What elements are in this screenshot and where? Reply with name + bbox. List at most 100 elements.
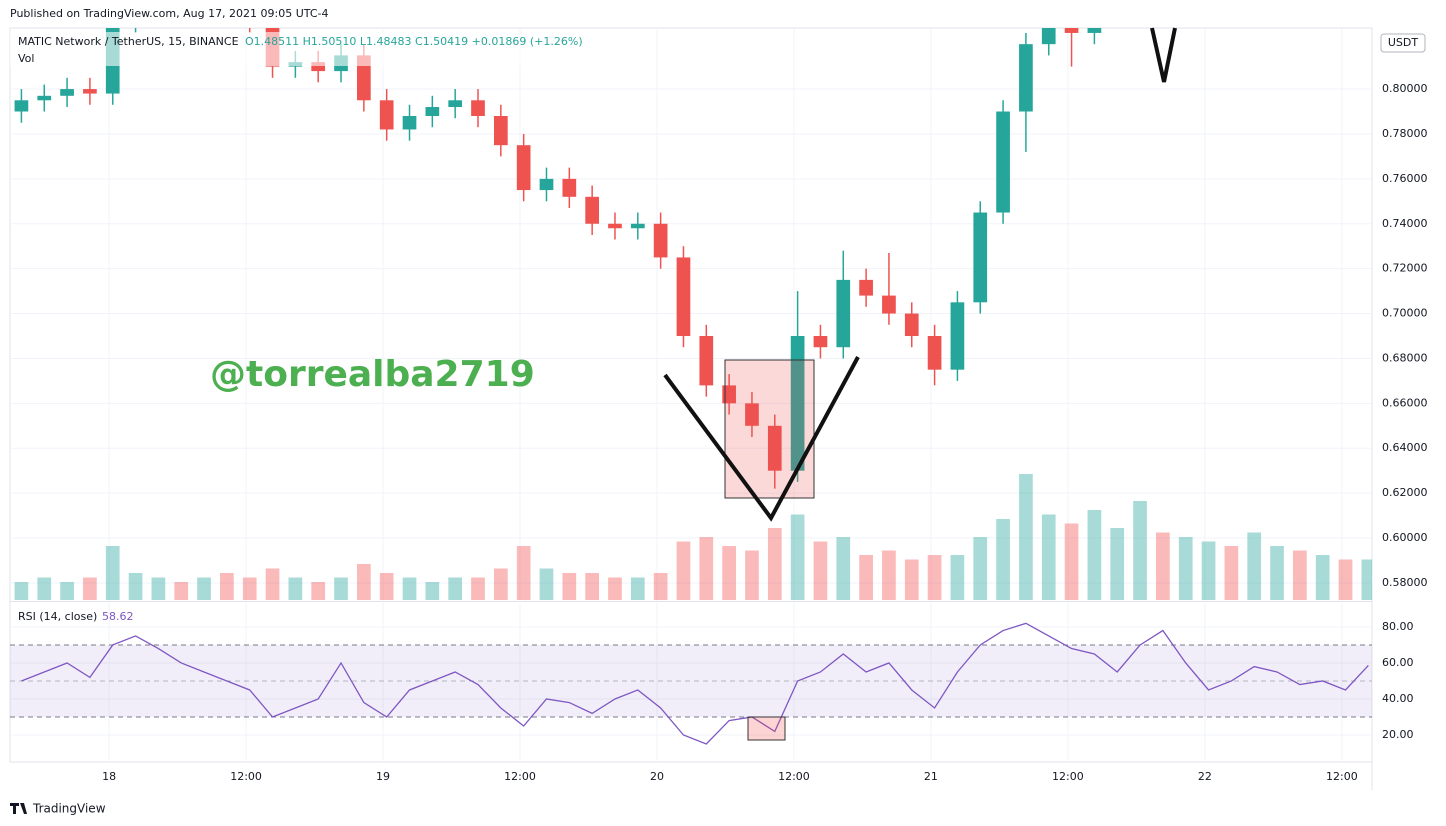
y-tick-label: 0.78000 <box>1382 127 1428 140</box>
candle-body <box>722 385 736 404</box>
candle-body <box>973 212 988 303</box>
volume-bar <box>174 582 189 600</box>
v-drawing <box>1150 27 1177 83</box>
volume-bar <box>585 573 599 600</box>
volume-bar <box>1247 532 1262 600</box>
y-tick-label: 0.74000 <box>1382 217 1428 230</box>
volume-bar <box>996 519 1010 600</box>
candle-body <box>425 107 440 116</box>
brand: TradingView <box>32 802 106 816</box>
candle-body <box>539 178 554 191</box>
candle-body <box>311 62 326 72</box>
volume-bar <box>608 577 622 600</box>
y-tick-label: 0.68000 <box>1382 351 1428 364</box>
volume-bar <box>1315 555 1330 600</box>
volume-bar <box>676 541 691 600</box>
volume-bar <box>1019 474 1033 600</box>
volume-bar <box>562 573 577 600</box>
candle-body <box>904 313 919 336</box>
volume-bar <box>83 577 97 600</box>
volume-bar <box>1133 501 1147 600</box>
volume-bar <box>1087 510 1102 600</box>
x-tick-label: 12:00 <box>778 770 810 783</box>
y-tick-label: 0.76000 <box>1382 172 1428 185</box>
volume-bar <box>37 577 52 600</box>
x-tick-label: 19 <box>376 770 390 783</box>
volume-bar <box>402 577 417 600</box>
volume-bar <box>1361 559 1372 600</box>
volume-bar <box>1270 546 1284 600</box>
rsi-tick-label: 40.00 <box>1382 692 1414 705</box>
candle-body <box>516 145 531 191</box>
x-tick-label: 12:00 <box>504 770 536 783</box>
volume-bar <box>539 568 554 600</box>
candle-body <box>379 100 394 130</box>
currency-box <box>1380 33 1426 53</box>
volume-bar <box>653 573 668 600</box>
candle-body <box>14 100 29 112</box>
x-tick-label: 22 <box>1198 770 1212 783</box>
volume <box>14 474 1372 600</box>
y-tick-label: 0.64000 <box>1382 441 1428 454</box>
candle-body <box>83 89 97 94</box>
volume-bar <box>836 537 851 600</box>
volume-bar <box>1178 537 1193 600</box>
candle-body <box>996 111 1010 213</box>
candle-body <box>585 196 599 224</box>
volume-bar <box>311 582 326 600</box>
candle-body <box>493 116 508 146</box>
volume-label: Vol <box>18 52 34 65</box>
volume-bar <box>950 555 965 600</box>
volume-bar <box>288 577 303 600</box>
y-tick-label: 0.58000 <box>1382 576 1428 589</box>
volume-bar <box>699 537 714 600</box>
candle-body <box>357 55 371 101</box>
candle-body <box>1064 28 1079 33</box>
volume-bar <box>493 568 508 600</box>
rsi-last: 58.62 <box>102 610 134 623</box>
volume-bar <box>745 550 759 600</box>
volume-bar <box>1293 550 1307 600</box>
volume-bar <box>471 577 485 600</box>
v-drawing <box>663 356 860 522</box>
candle-body <box>836 279 851 348</box>
x-tick-label: 18 <box>102 770 116 783</box>
rsi-tick-label: 60.00 <box>1382 656 1414 669</box>
rsi-tick-label: 80.00 <box>1382 620 1414 633</box>
candle-body <box>562 178 577 197</box>
volume-bar <box>516 546 531 600</box>
volume-bar <box>813 541 828 600</box>
candle-body <box>859 279 873 296</box>
volume-bar <box>60 582 74 600</box>
y-tick-label: 0.72000 <box>1382 262 1428 275</box>
candle-body <box>471 100 485 116</box>
candle-body <box>927 336 942 370</box>
candle-body <box>653 223 668 258</box>
volume-bar <box>904 559 919 600</box>
candle-body <box>813 336 828 348</box>
rsi-band <box>10 644 1372 717</box>
candle-body <box>1041 28 1056 45</box>
volume-bar <box>767 528 782 600</box>
volume-bar <box>265 568 280 600</box>
y-tick-label: 0.62000 <box>1382 486 1428 499</box>
volume-bar <box>357 564 371 600</box>
volume-bar <box>448 577 463 600</box>
volume-bar <box>1064 523 1079 600</box>
volume-bar <box>379 573 394 600</box>
candle-body <box>882 295 896 314</box>
rsi-highlight-box <box>747 716 786 741</box>
x-tick-label: 12:00 <box>1052 770 1084 783</box>
rsi-title: RSI (14, close) <box>18 610 97 623</box>
candle-body <box>448 100 463 108</box>
x-tick-label: 12:00 <box>1326 770 1358 783</box>
ohlc-legend: O1.48511 H1.50510 L1.48483 C1.50419 +0.0… <box>245 35 583 48</box>
x-tick-label: 12:00 <box>230 770 262 783</box>
volume-bar <box>882 550 896 600</box>
candle-body <box>60 89 74 96</box>
volume-bar <box>630 577 645 600</box>
volume-bar <box>151 577 166 600</box>
rsi-tick-label: 20.00 <box>1382 728 1414 741</box>
candle-body <box>402 116 417 130</box>
